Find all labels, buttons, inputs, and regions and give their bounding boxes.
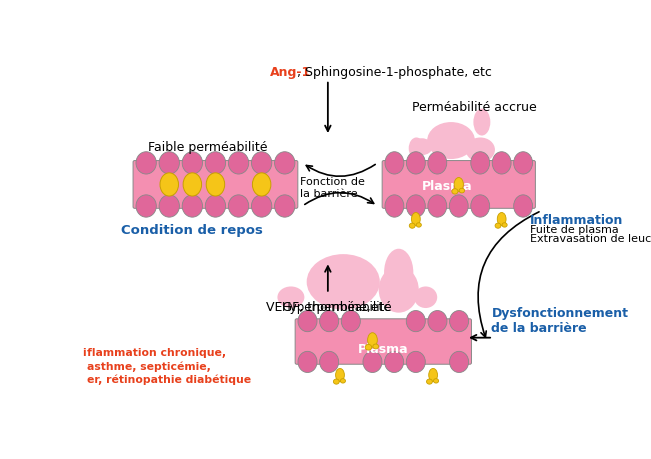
Ellipse shape: [229, 152, 249, 174]
Ellipse shape: [340, 379, 346, 383]
Ellipse shape: [416, 223, 421, 227]
Text: Fonction de
la barrière: Fonction de la barrière: [300, 178, 365, 199]
Ellipse shape: [452, 189, 458, 194]
Ellipse shape: [320, 351, 339, 373]
Text: Inflammation: Inflammation: [530, 214, 624, 228]
Ellipse shape: [205, 152, 226, 174]
Ellipse shape: [411, 213, 421, 226]
Ellipse shape: [406, 311, 425, 332]
Text: Dysfonctionnement
de la barrière: Dysfonctionnement de la barrière: [492, 307, 628, 335]
Ellipse shape: [497, 213, 506, 226]
Text: Fuite de plasma: Fuite de plasma: [530, 225, 618, 235]
Ellipse shape: [495, 223, 501, 228]
Ellipse shape: [229, 195, 249, 217]
Ellipse shape: [406, 195, 425, 217]
Ellipse shape: [514, 195, 533, 217]
Ellipse shape: [465, 137, 495, 162]
Ellipse shape: [251, 195, 272, 217]
Text: Plasma: Plasma: [422, 180, 473, 193]
Ellipse shape: [471, 195, 490, 217]
Ellipse shape: [450, 351, 469, 373]
Text: Condition de repos: Condition de repos: [121, 224, 263, 237]
Ellipse shape: [492, 152, 511, 174]
Ellipse shape: [159, 152, 180, 174]
Ellipse shape: [429, 369, 437, 381]
Ellipse shape: [434, 379, 439, 383]
Ellipse shape: [502, 223, 507, 227]
Ellipse shape: [275, 195, 295, 217]
Ellipse shape: [428, 152, 447, 174]
Ellipse shape: [206, 173, 225, 196]
Ellipse shape: [275, 152, 295, 174]
Ellipse shape: [298, 311, 317, 332]
Ellipse shape: [277, 286, 305, 308]
Ellipse shape: [428, 195, 447, 217]
Ellipse shape: [379, 266, 419, 313]
Ellipse shape: [409, 223, 415, 228]
Text: VEGF, thombine,etc: VEGF, thombine,etc: [266, 302, 390, 314]
Ellipse shape: [426, 379, 432, 384]
Ellipse shape: [182, 152, 202, 174]
FancyBboxPatch shape: [382, 161, 535, 208]
Text: flammation chronique,
asthme, septicémie,
er, rétinopathie diabétique: flammation chronique, asthme, septicémie…: [87, 347, 251, 386]
FancyBboxPatch shape: [133, 161, 298, 208]
Ellipse shape: [385, 152, 404, 174]
Ellipse shape: [449, 195, 468, 217]
Ellipse shape: [341, 311, 361, 332]
Ellipse shape: [307, 254, 380, 309]
Text: Faible perméabilité: Faible perméabilité: [148, 141, 268, 154]
Ellipse shape: [336, 369, 344, 381]
Ellipse shape: [454, 178, 464, 191]
Ellipse shape: [514, 152, 533, 174]
FancyBboxPatch shape: [295, 319, 471, 364]
Ellipse shape: [160, 173, 178, 196]
Ellipse shape: [409, 137, 424, 159]
Ellipse shape: [363, 351, 382, 373]
Text: Hyperperméabilité: Hyperperméabilité: [282, 301, 393, 314]
Ellipse shape: [253, 173, 271, 196]
Ellipse shape: [365, 344, 372, 350]
Ellipse shape: [373, 344, 378, 349]
Text: Extravasation de leucocytes: Extravasation de leucocytes: [530, 235, 651, 245]
Ellipse shape: [251, 152, 272, 174]
Ellipse shape: [136, 195, 156, 217]
Ellipse shape: [411, 138, 432, 155]
Ellipse shape: [333, 379, 339, 384]
Text: , Sphingosine-1-phosphate, etc: , Sphingosine-1-phosphate, etc: [297, 66, 492, 79]
Ellipse shape: [205, 195, 226, 217]
Ellipse shape: [473, 109, 490, 135]
Ellipse shape: [450, 311, 469, 332]
Text: Plasma: Plasma: [358, 343, 409, 356]
Ellipse shape: [384, 249, 413, 297]
Ellipse shape: [136, 152, 156, 174]
Ellipse shape: [368, 333, 378, 347]
Ellipse shape: [182, 195, 202, 217]
Text: Ang-1: Ang-1: [270, 66, 311, 79]
Ellipse shape: [459, 188, 465, 193]
Ellipse shape: [428, 311, 447, 332]
Ellipse shape: [320, 311, 339, 332]
Text: Perméabilité accrue: Perméabilité accrue: [412, 101, 536, 114]
Ellipse shape: [406, 152, 425, 174]
Ellipse shape: [183, 173, 202, 196]
Ellipse shape: [385, 351, 404, 373]
Ellipse shape: [159, 195, 180, 217]
Ellipse shape: [427, 122, 475, 159]
Ellipse shape: [471, 152, 490, 174]
Text: i: i: [81, 347, 85, 358]
Ellipse shape: [298, 351, 317, 373]
Ellipse shape: [385, 195, 404, 217]
Ellipse shape: [414, 286, 437, 308]
Ellipse shape: [406, 351, 425, 373]
